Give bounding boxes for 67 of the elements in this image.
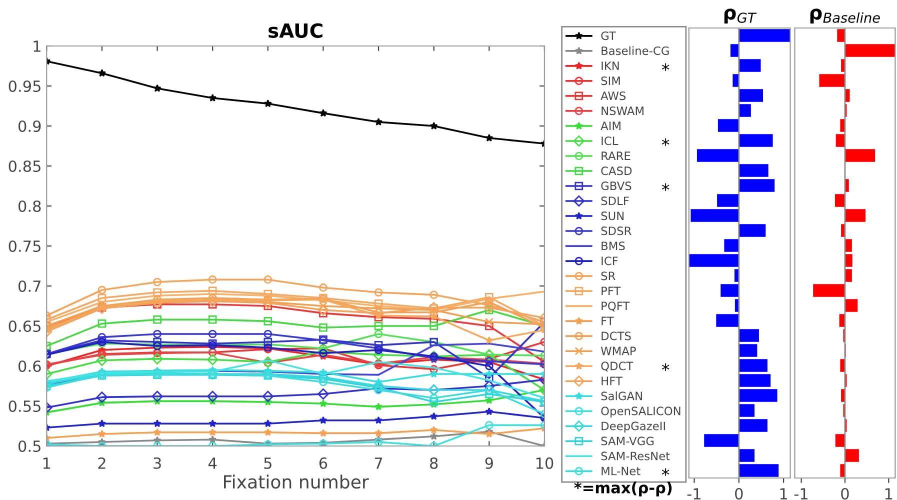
y-tick-label: 0.95 xyxy=(8,80,40,92)
x-tick-label: -1 xyxy=(687,488,700,500)
text: *=max(ρ-ρ) xyxy=(574,482,672,496)
legend-label: FT xyxy=(602,316,614,326)
x-tick-label: 5 xyxy=(264,458,272,469)
x-tick-label: -1 xyxy=(794,488,808,500)
legend-label: DCTS xyxy=(602,332,631,340)
x-tick-label: 1 xyxy=(885,488,892,500)
y-tick-label: 0.9 xyxy=(18,120,41,132)
legend-label: SR xyxy=(601,272,616,280)
legend-label: AWS xyxy=(600,91,626,100)
legend-label: WMAP xyxy=(600,346,636,356)
x-tick-label: 6 xyxy=(319,457,328,469)
legend-label: RARE xyxy=(602,152,630,160)
x-tick-label: 3 xyxy=(154,457,161,469)
x-tick-label: 0 xyxy=(841,488,849,500)
legend-label: ML-Net xyxy=(602,466,640,476)
legend-label: SDLF xyxy=(601,196,629,206)
text: * xyxy=(662,138,670,146)
legend-label: OpenSALICON xyxy=(601,406,680,418)
legend-label: ICF xyxy=(602,256,618,266)
legend-label: SUN xyxy=(601,212,624,220)
y-tick-label: 0.65 xyxy=(8,320,40,332)
y-tick-label: 0.6 xyxy=(18,360,41,372)
y-tick-label: 0.85 xyxy=(8,160,40,172)
y-tick-label: 0.55 xyxy=(8,400,40,412)
chart-title: ρ$_{GT}$ xyxy=(724,8,757,24)
legend-label: SDSR xyxy=(601,226,632,236)
x-tick-label: 4 xyxy=(208,458,217,469)
legend-label: Baseline-CG xyxy=(602,46,669,56)
legend-label: AIM xyxy=(600,122,620,130)
legend-label: IKN xyxy=(602,62,619,70)
y-tick-label: 0.75 xyxy=(8,240,40,252)
legend-label: HFT xyxy=(602,376,622,386)
chart-title: sAUC xyxy=(268,23,322,38)
legend-label: DeepGazeII xyxy=(602,422,665,432)
legend-label: CASD xyxy=(601,166,632,176)
legend-label: NSWAM xyxy=(602,106,644,116)
legend-label: ICL xyxy=(602,136,618,146)
legend-label: SalGAN xyxy=(601,391,642,400)
legend-label: SIM xyxy=(601,76,620,86)
x-tick-label: 10 xyxy=(536,457,554,469)
legend-label: SAM-VGG xyxy=(601,436,654,446)
legend-label: PFT xyxy=(602,286,621,296)
legend-label: BMS xyxy=(602,242,625,250)
text: * xyxy=(662,183,670,191)
legend-label: SAM-ResNet xyxy=(601,452,670,460)
text: * xyxy=(662,63,670,71)
y-tick-label: 0.8 xyxy=(18,200,41,212)
x-tick-label: 9 xyxy=(485,457,493,469)
x-tick-label: 1 xyxy=(780,488,788,500)
y-tick-label: 0.7 xyxy=(18,280,40,292)
legend-label: PQFT xyxy=(602,302,630,312)
x-axis-title: Fixation number xyxy=(224,474,369,489)
text: * xyxy=(662,468,670,476)
y-tick-label: 1 xyxy=(34,40,40,52)
text: * xyxy=(662,363,670,371)
legend-label: GT xyxy=(601,31,616,40)
legend-label: QDCT xyxy=(601,362,634,372)
x-tick-label: 7 xyxy=(374,458,382,469)
x-tick-label: 8 xyxy=(430,457,438,469)
x-tick-label: 1 xyxy=(43,458,50,469)
chart-title: ρ$_{Baseline}$ xyxy=(810,8,880,24)
x-tick-label: 0 xyxy=(735,488,743,500)
legend-label: GBVS xyxy=(601,182,632,190)
x-tick-label: 2 xyxy=(98,457,106,469)
y-tick-label: 0.5 xyxy=(18,440,40,452)
